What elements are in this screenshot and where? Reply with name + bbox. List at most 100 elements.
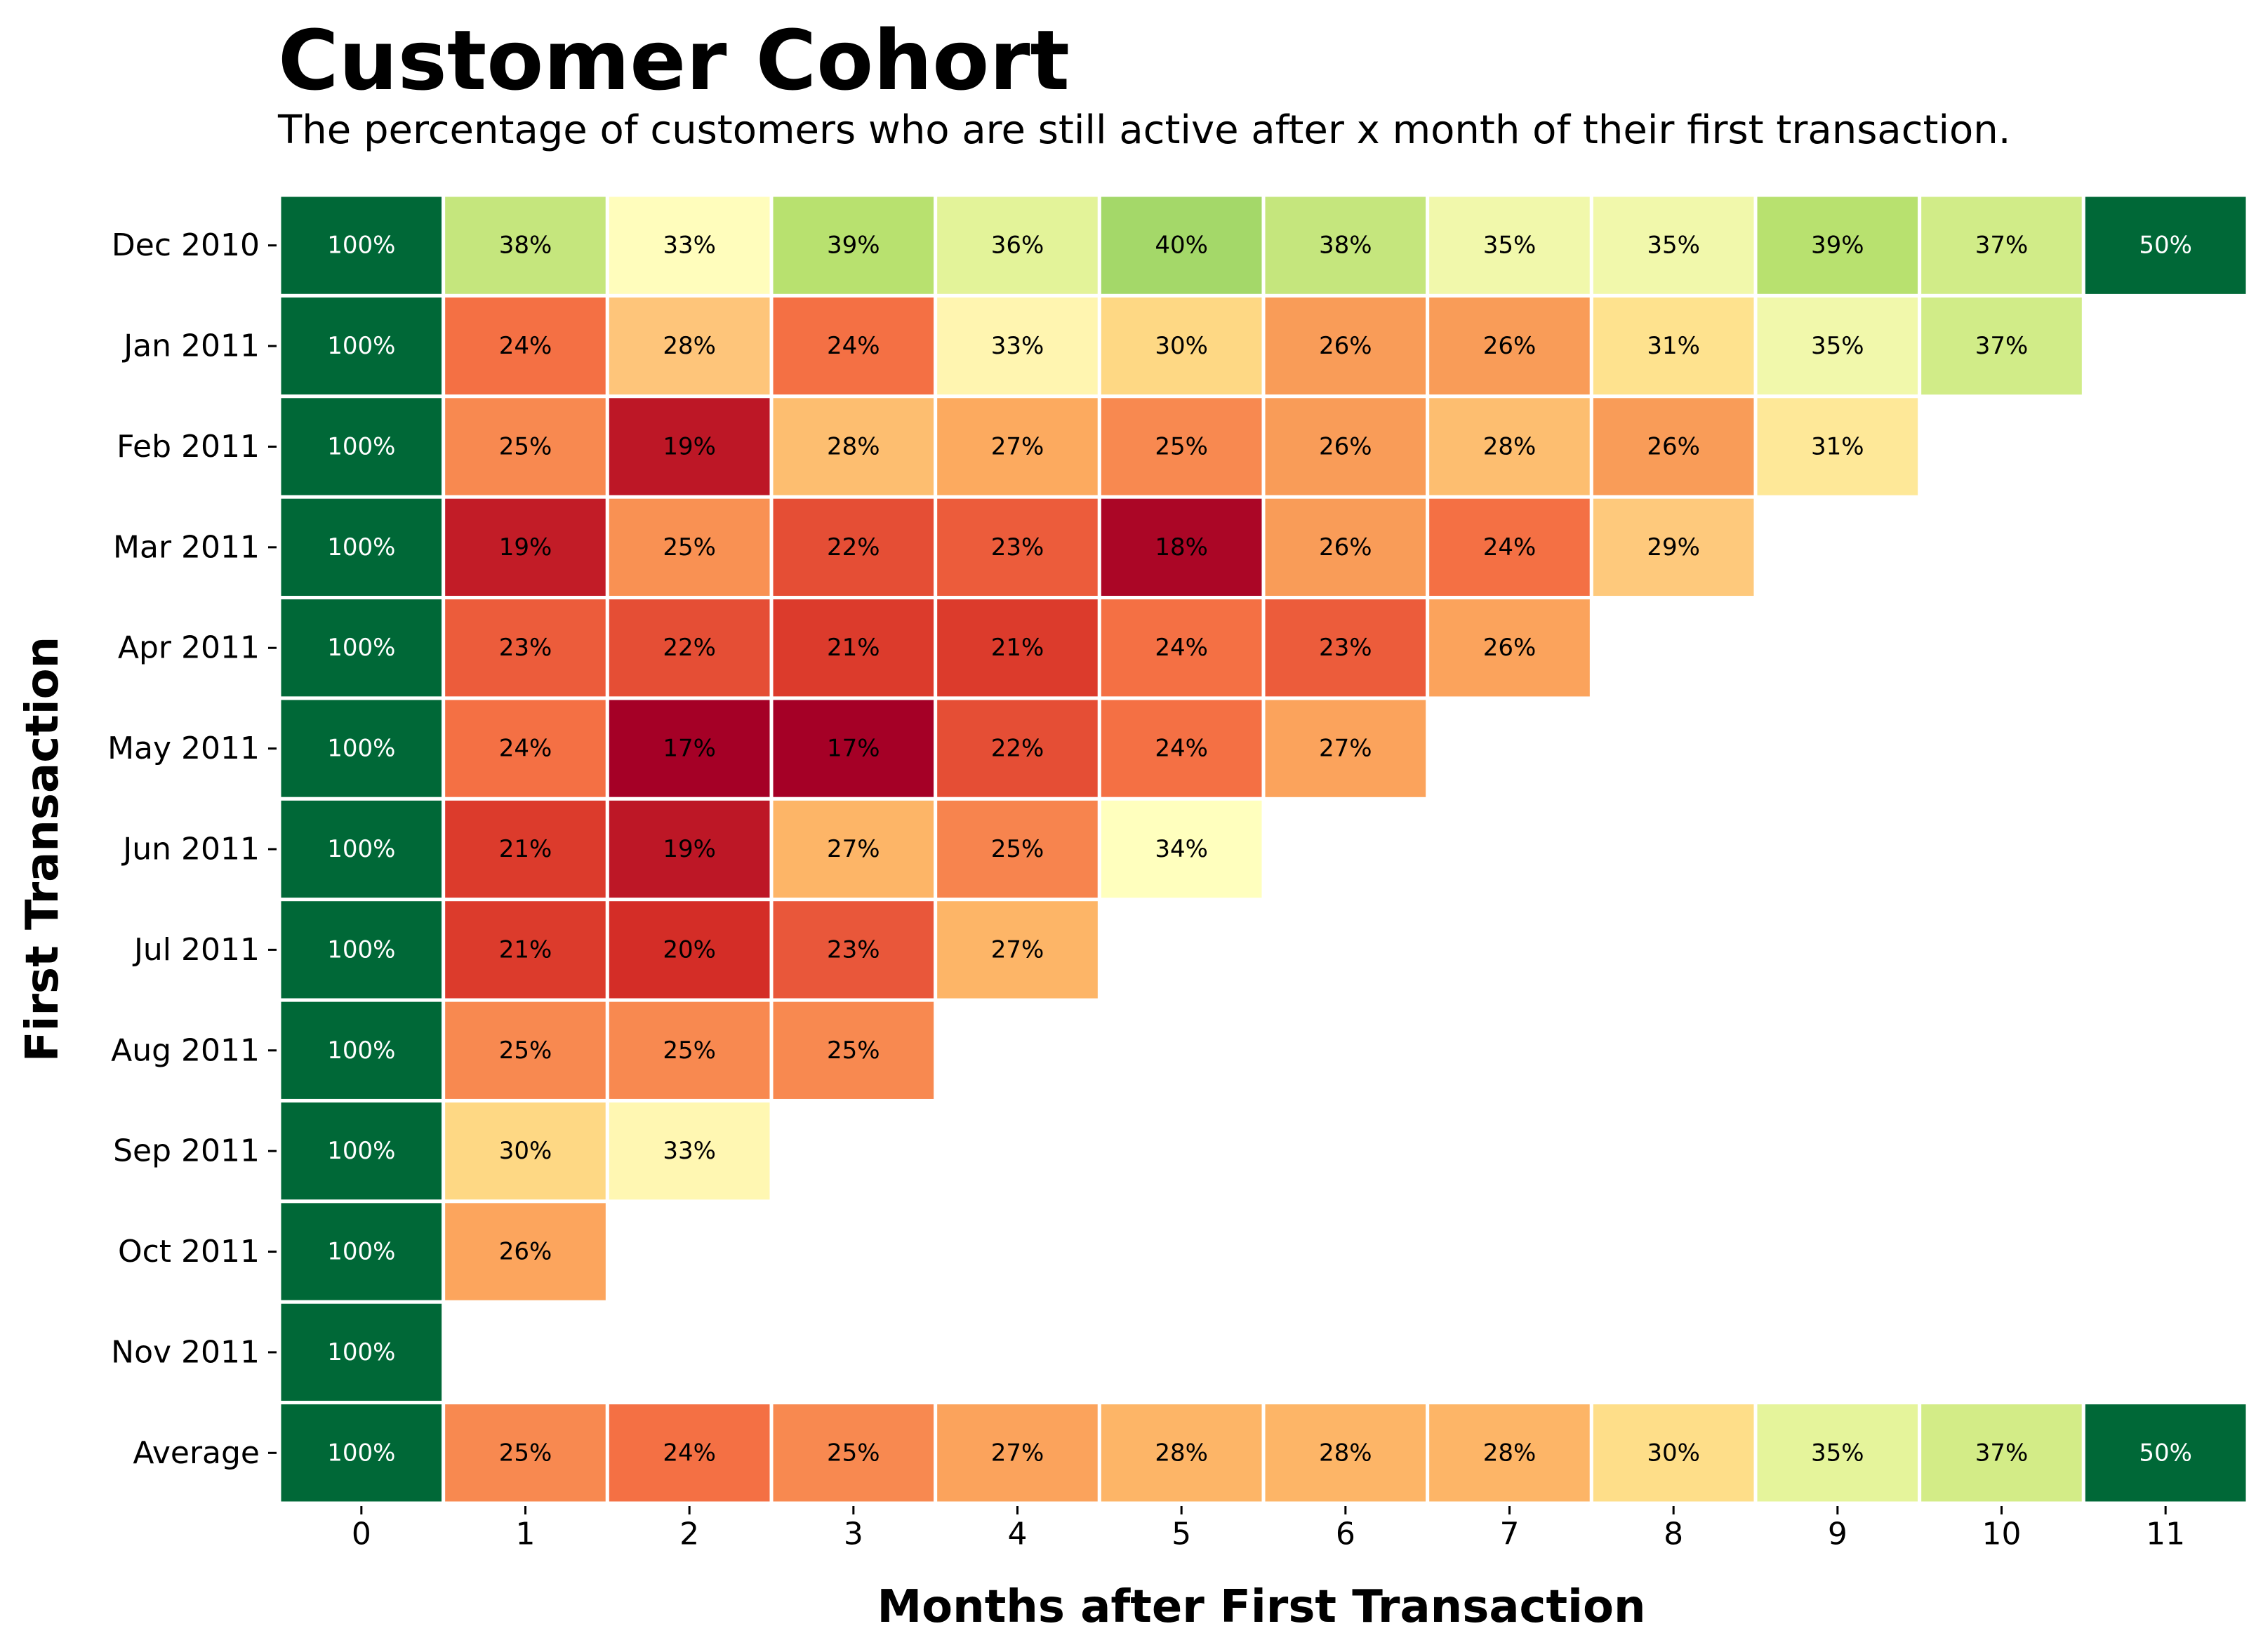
heatmap-cell	[1426, 193, 1593, 298]
heatmap-cell	[769, 1401, 938, 1505]
x-tick-label: 5	[1172, 1517, 1191, 1552]
cell-value-label: 39%	[1811, 232, 1864, 260]
cell-value-label: 27%	[991, 1439, 1044, 1467]
heatmap-cell	[605, 1098, 774, 1204]
cell-value-label: 35%	[1811, 1439, 1864, 1467]
x-tick-label: 9	[1828, 1517, 1847, 1552]
cell-value-label: 21%	[827, 634, 880, 662]
y-tick-label: Apr 2011	[118, 630, 260, 666]
heatmap-cell	[442, 1098, 609, 1204]
heatmap-cell	[769, 797, 938, 902]
cell-value-label: 33%	[991, 332, 1044, 360]
heatmap-cell	[934, 193, 1101, 298]
y-tick-label: Jun 2011	[121, 832, 260, 867]
cell-value-label: 100%	[327, 634, 395, 662]
cell-value-label: 19%	[663, 432, 716, 460]
cell-value-label: 25%	[499, 432, 552, 460]
cell-value-label: 25%	[499, 1439, 552, 1467]
cell-value-label: 20%	[663, 935, 716, 964]
heatmap-cells	[277, 193, 2250, 1505]
cell-value-label: 40%	[1155, 232, 1208, 260]
y-axis-title: First Transaction	[17, 637, 69, 1062]
heatmap-cell-labels: 100% 38% 33% 39% 36% 40% 38% 35% 35% 39% 37% 50% 100…	[327, 232, 2192, 1467]
heatmap-cell	[1753, 1401, 1922, 1505]
heatmap-cell	[1261, 495, 1430, 600]
heatmap-cell	[1426, 495, 1593, 600]
heatmap-cell	[605, 898, 774, 1002]
cell-value-label: 100%	[327, 935, 395, 964]
cell-value-label: 23%	[827, 935, 880, 964]
x-tick-label: 7	[1500, 1517, 1520, 1552]
cell-value-label: 27%	[827, 835, 880, 863]
heatmap-cell	[277, 1300, 446, 1405]
heatmap-cell	[1261, 696, 1430, 801]
x-tick-label: 11	[2146, 1517, 2185, 1552]
cell-value-label: 30%	[499, 1137, 552, 1165]
cell-value-label: 30%	[1155, 332, 1208, 360]
heatmap-cell	[934, 495, 1101, 600]
y-axis: Dec 2010 Jan 2011 Feb 2011 Mar 2011 Apr 2011…	[107, 227, 277, 1471]
cell-value-label: 24%	[499, 735, 552, 763]
heatmap-cell	[1426, 394, 1593, 499]
cell-value-label: 100%	[327, 1238, 395, 1266]
heatmap-cell	[442, 696, 609, 801]
cell-value-label: 25%	[663, 1037, 716, 1065]
cell-value-label: 22%	[827, 533, 880, 561]
heatmap-cell	[1261, 394, 1430, 499]
cell-value-label: 25%	[1155, 432, 1208, 460]
heatmap-cell	[1589, 495, 1758, 600]
cell-value-label: 33%	[663, 1137, 716, 1165]
cell-value-label: 26%	[1319, 332, 1372, 360]
y-tick-label: Average	[133, 1435, 260, 1471]
cell-value-label: 24%	[663, 1439, 716, 1467]
cell-value-label: 21%	[499, 935, 552, 964]
cell-value-label: 100%	[327, 533, 395, 561]
chart-subtitle: The percentage of customers who are stil…	[278, 107, 2011, 153]
heatmap-cell	[1426, 596, 1593, 700]
x-tick-label: 10	[1982, 1517, 2022, 1552]
cell-value-label: 26%	[1319, 533, 1372, 561]
cell-value-label: 100%	[327, 1137, 395, 1165]
cell-value-label: 24%	[1155, 634, 1208, 662]
heatmap-cell	[769, 998, 938, 1103]
cell-value-label: 100%	[327, 1037, 395, 1065]
heatmap-cell	[277, 1199, 446, 1304]
heatmap-cell	[1753, 394, 1922, 499]
cell-value-label: 35%	[1647, 232, 1700, 260]
y-tick-label: Dec 2010	[112, 227, 260, 263]
y-tick-label: Oct 2011	[118, 1234, 260, 1270]
cell-value-label: 34%	[1155, 835, 1208, 863]
cell-value-label: 100%	[327, 332, 395, 360]
heatmap-cell	[442, 293, 609, 399]
x-tick-label: 6	[1336, 1517, 1355, 1552]
cell-value-label: 17%	[827, 735, 880, 763]
cell-value-label: 17%	[663, 735, 716, 763]
heatmap-cell	[769, 394, 938, 499]
heatmap-cell	[1589, 394, 1758, 499]
heatmap-cell	[605, 696, 774, 801]
cell-value-label: 33%	[663, 232, 716, 260]
cell-value-label: 35%	[1811, 332, 1864, 360]
heatmap-cell	[277, 797, 446, 902]
heatmap-cell	[277, 596, 446, 700]
heatmap-cell	[442, 1401, 609, 1505]
cell-value-label: 29%	[1647, 533, 1700, 561]
cell-value-label: 100%	[327, 432, 395, 460]
cell-value-label: 25%	[499, 1037, 552, 1065]
cell-value-label: 26%	[1647, 432, 1700, 460]
cell-value-label: 19%	[499, 533, 552, 561]
cell-value-label: 37%	[1975, 332, 2029, 360]
cell-value-label: 22%	[991, 735, 1044, 763]
cell-value-label: 24%	[499, 332, 552, 360]
cell-value-label: 37%	[1975, 1439, 2029, 1467]
chart-title: Customer Cohort	[278, 12, 1070, 109]
cell-value-label: 27%	[991, 432, 1044, 460]
cell-value-label: 100%	[327, 735, 395, 763]
x-axis-title: Months after First Transaction	[877, 1581, 1645, 1633]
y-tick-label: Jul 2011	[132, 932, 260, 968]
cell-value-label: 50%	[2139, 1439, 2192, 1467]
y-tick-label: Mar 2011	[113, 529, 260, 565]
y-tick-label: Jan 2011	[121, 328, 260, 364]
cell-value-label: 100%	[327, 1338, 395, 1366]
heatmap-cell	[769, 495, 938, 600]
